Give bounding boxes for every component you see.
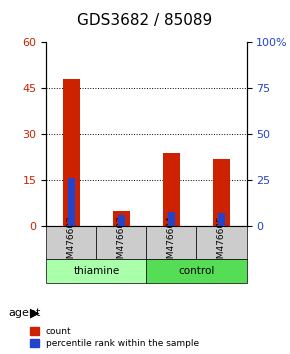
Bar xyxy=(218,213,225,226)
FancyBboxPatch shape xyxy=(46,259,146,283)
FancyBboxPatch shape xyxy=(46,226,96,259)
Bar xyxy=(118,215,125,226)
Text: control: control xyxy=(178,266,215,276)
Text: GSM476605: GSM476605 xyxy=(217,215,226,270)
Bar xyxy=(113,211,130,226)
Bar xyxy=(163,153,180,226)
Text: GSM476603: GSM476603 xyxy=(117,215,126,270)
Bar xyxy=(68,178,75,226)
Text: thiamine: thiamine xyxy=(73,266,119,276)
Text: ▶: ▶ xyxy=(30,307,40,320)
Text: agent: agent xyxy=(9,308,41,318)
FancyBboxPatch shape xyxy=(146,259,246,283)
Legend: count, percentile rank within the sample: count, percentile rank within the sample xyxy=(28,325,201,349)
FancyBboxPatch shape xyxy=(96,226,146,259)
Bar xyxy=(63,79,80,226)
Bar xyxy=(213,159,230,226)
Text: GSM476604: GSM476604 xyxy=(167,215,176,270)
FancyBboxPatch shape xyxy=(146,226,197,259)
Text: GDS3682 / 85089: GDS3682 / 85089 xyxy=(77,13,213,28)
FancyBboxPatch shape xyxy=(197,226,246,259)
Bar xyxy=(168,212,175,226)
Text: GSM476602: GSM476602 xyxy=(67,215,76,270)
